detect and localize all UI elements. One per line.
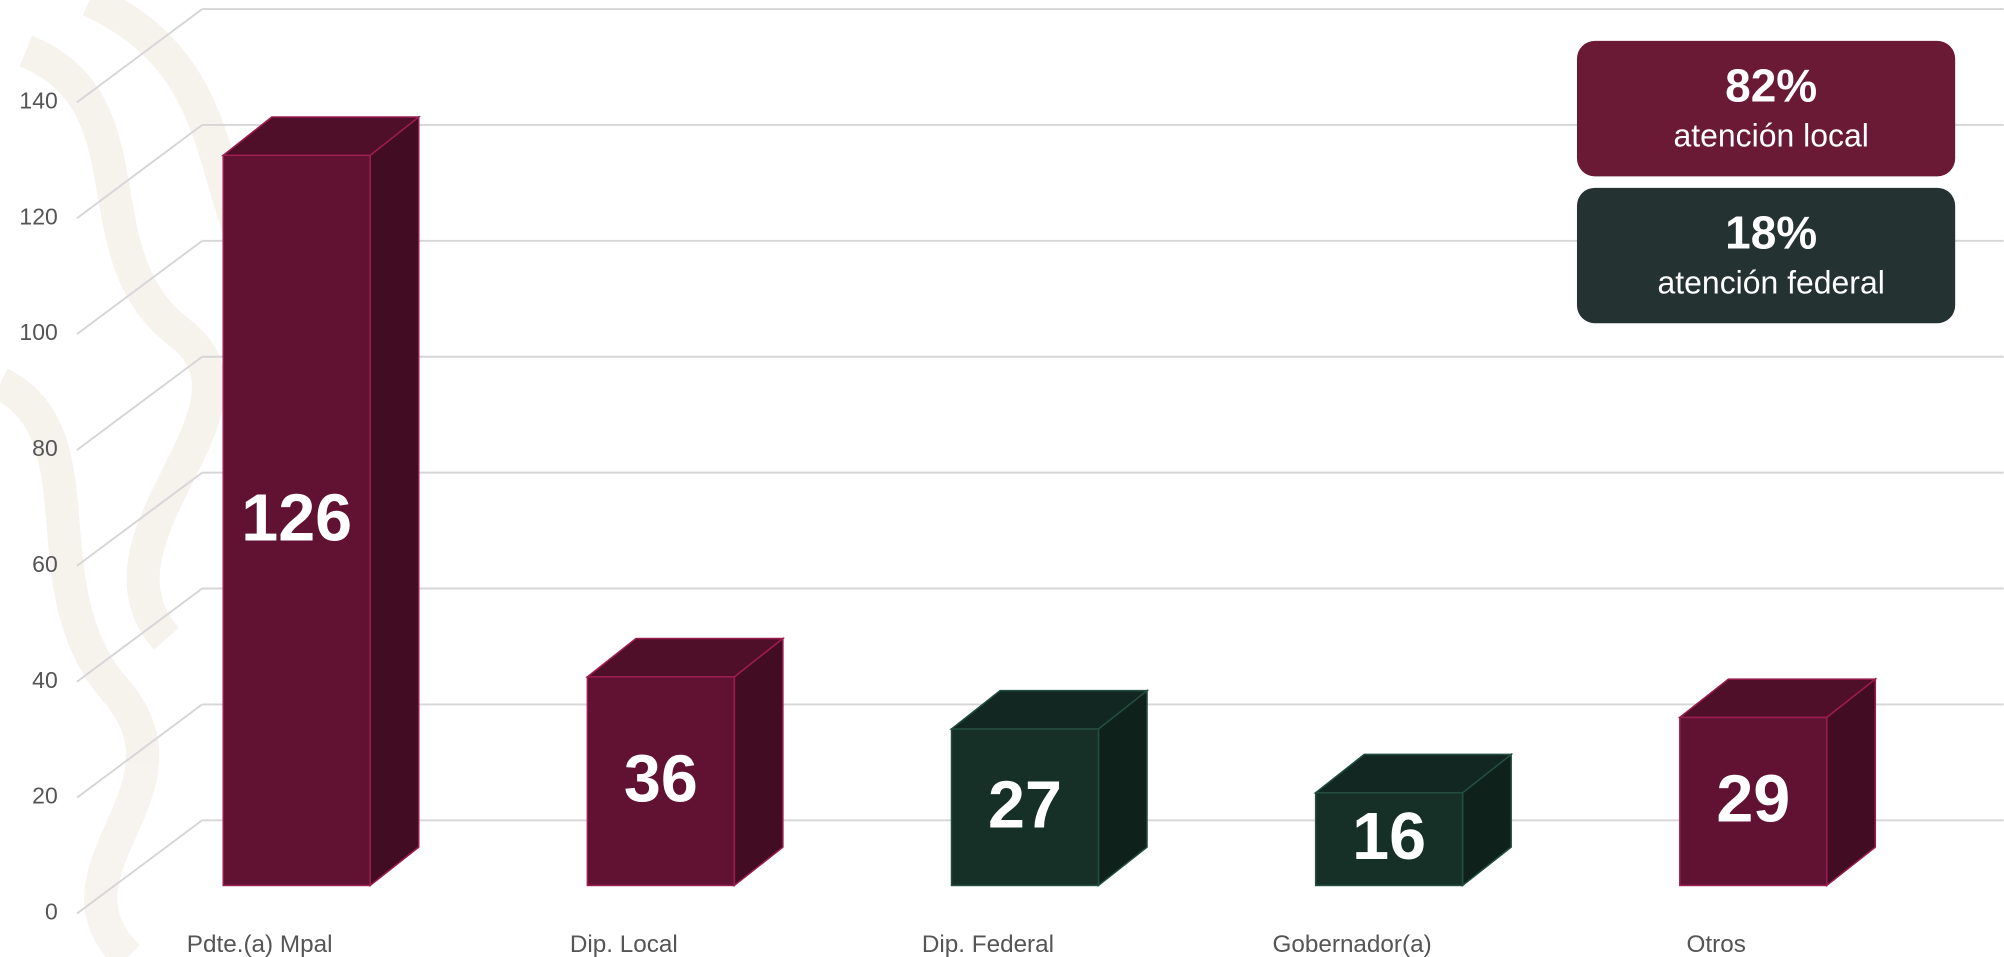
- badge-text: atención local: [1674, 117, 1869, 153]
- grid-line: [76, 703, 203, 799]
- badge: [1576, 40, 1956, 177]
- data-label: 36: [624, 742, 698, 816]
- y-tick-label: 80: [32, 435, 58, 461]
- grid-line: [76, 355, 203, 451]
- data-label: 126: [241, 482, 352, 556]
- bar-front: [1314, 791, 1464, 887]
- y-tick-label: 60: [32, 551, 58, 577]
- grid-line: [76, 471, 203, 567]
- bar: [221, 115, 421, 888]
- x-tick-label: Dip. Federal: [922, 931, 1054, 957]
- grid-line: [76, 124, 203, 220]
- grid-line: [76, 8, 203, 104]
- bar: [585, 636, 786, 888]
- pattern-stroke: [19, 35, 226, 650]
- x-tick-label: Gobernador(a): [1273, 931, 1432, 957]
- bar-front: [950, 728, 1100, 887]
- badge: [1576, 187, 1956, 324]
- bar-side: [733, 636, 784, 888]
- bar-front: [586, 676, 736, 887]
- data-label: 16: [1352, 800, 1426, 874]
- badge-value: 18%: [1725, 207, 1817, 259]
- grid-line: [76, 240, 203, 335]
- data-label: 29: [1716, 763, 1790, 837]
- data-label: 27: [988, 768, 1062, 842]
- x-tick-label: Pdte.(a) Mpal: [187, 931, 333, 957]
- bar-front: [1679, 716, 1828, 887]
- y-tick-label: 40: [32, 667, 58, 693]
- bar: [949, 689, 1150, 888]
- y-tick-label: 0: [45, 899, 58, 925]
- bar-side: [369, 115, 420, 888]
- y-tick-label: 20: [32, 783, 58, 809]
- badge-value: 82%: [1725, 60, 1817, 112]
- pattern-stroke: [0, 368, 160, 957]
- x-tick-label: Otros: [1687, 931, 1746, 957]
- y-tick-label: 120: [19, 203, 57, 229]
- x-tick-label: Dip. Local: [570, 931, 678, 957]
- grid-line: [76, 819, 203, 915]
- grid-line: [76, 587, 203, 683]
- bar: [1313, 752, 1514, 888]
- badge-text: atención federal: [1658, 264, 1885, 300]
- y-tick-label: 100: [19, 319, 57, 345]
- bar: [1677, 677, 1878, 888]
- y-tick-label: 140: [19, 87, 57, 113]
- bar-front: [222, 154, 371, 887]
